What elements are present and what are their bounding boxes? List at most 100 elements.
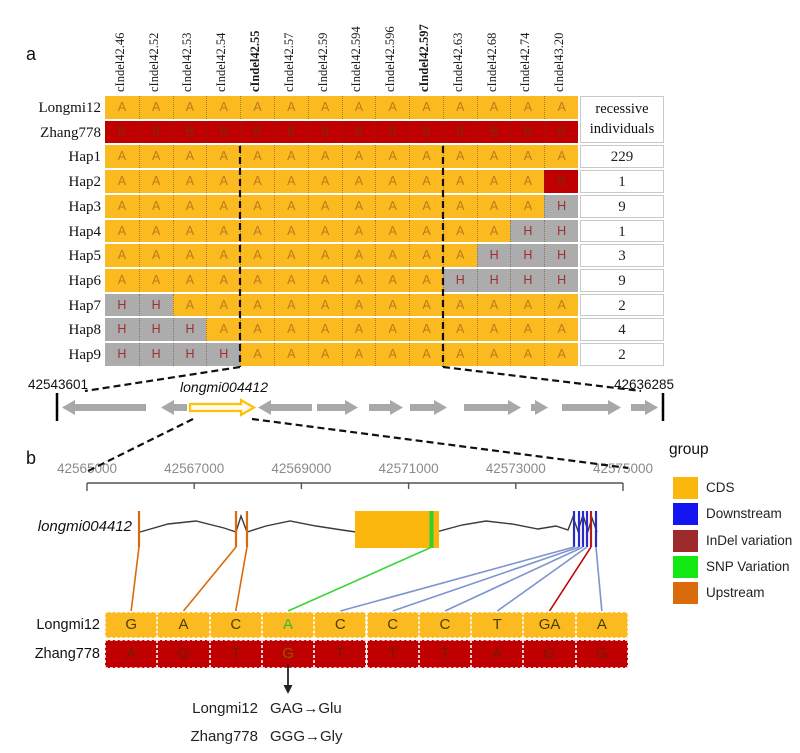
allele-cell: H [442,268,477,292]
allele-cell: A [476,170,511,193]
allele-cell: A [341,145,376,169]
allele-cell: B [341,120,376,144]
base-cell: T [418,640,472,668]
row-label: Hap3 [68,198,102,215]
allele-cell: A [341,219,376,243]
legend-swatch [673,582,698,605]
model-gene-label: longmi004412 [37,518,132,535]
allele-cell: A [138,170,173,193]
count-header: recessive individuals [580,96,664,143]
base-cell: T [471,612,524,638]
allele-cell: H [544,268,579,292]
gene-track-gene-label: longmi004412 [180,379,268,395]
allele-cell: A [138,244,173,267]
sequence-row-label: Longmi12 [36,617,100,633]
allele-cell: A [240,145,274,169]
allele-cell: A [105,219,139,243]
axis-tick-label: 42569000 [271,461,332,476]
axis-line [86,482,624,491]
allele-cell: A [375,244,410,267]
marker-header: cIndel42.594 [349,26,364,92]
count-cell: 229 [580,145,664,169]
base-cell: GA [523,612,576,638]
gene-arrow-highlight [188,398,257,417]
marker-header: cIndel42.55 [248,30,263,92]
allele-cell: H [172,318,207,342]
allele-cell: A [375,96,410,119]
allele-cell: A [341,96,376,119]
allele-cell: A [307,343,342,366]
allele-cell: A [138,219,173,243]
gene-arrow [369,400,403,415]
marker-header: cIndel42.63 [450,32,465,92]
allele-cell: A [341,268,376,292]
row-label: Hap7 [68,297,102,314]
connector-downstream [496,546,588,612]
allele-cell: A [442,244,477,267]
allele-cell: A [442,343,477,366]
allele-cell: H [510,244,545,267]
allele-cell: A [409,318,443,342]
allele-cell: B [510,120,545,144]
allele-cell: A [105,145,139,169]
allele-cell: A [341,194,376,218]
allele-cell: H [544,219,579,243]
allele-cell: A [375,170,410,193]
base-cell: G [105,612,158,638]
allele-cell: A [273,194,308,218]
allele-cell: H [206,343,241,366]
allele-cell: A [206,219,241,243]
allele-cell: A [172,194,207,218]
count-cell: 9 [580,268,664,292]
allele-cell: A [341,293,376,317]
allele-cell: A [240,194,274,218]
allele-cell: A [307,318,342,342]
allele-cell: A [544,145,579,169]
allele-cell: A [375,219,410,243]
connector-downstream [392,546,580,612]
allele-cell: A [442,145,477,169]
allele-cell: H [138,318,173,342]
allele-cell: A [510,96,545,119]
allele-cell: A [544,96,579,119]
allele-cell: A [138,145,173,169]
allele-cell: A [375,293,410,317]
connector-upstream [234,546,248,612]
allele-cell: A [307,268,342,292]
allele-cell: A [206,194,241,218]
allele-cell: B [476,120,511,144]
base-cell: G [523,640,576,668]
connector-downstream [444,546,584,612]
allele-cell: A [273,318,308,342]
allele-cell: A [375,145,410,169]
allele-cell: A [273,244,308,267]
base-cell: C [209,612,262,638]
allele-cell: A [307,194,342,218]
axis-tick-label: 42573000 [485,461,546,476]
allele-cell: A [375,194,410,218]
allele-cell: H [476,268,511,292]
marker-header: cIndel42.596 [383,26,398,92]
annotation-sample-label: Zhang778 [190,728,258,745]
axis-tick-label: 42567000 [164,461,225,476]
row-label: Hap6 [68,272,102,289]
allele-cell: A [510,293,545,317]
allele-cell: A [307,96,342,119]
allele-cell: A [105,194,139,218]
allele-cell: A [172,268,207,292]
allele-cell: H [172,343,207,366]
sequence-row-label: Zhang778 [34,646,100,662]
connector-downstream [595,546,603,612]
count-cell: 1 [580,219,664,243]
allele-cell: A [375,318,410,342]
allele-cell: A [341,318,376,342]
allele-cell: H [105,343,139,366]
gene-track-end-ticks [55,393,665,421]
gene-model [137,511,598,548]
allele-cell: H [138,343,173,366]
row-label: Hap4 [68,223,102,240]
cds-exon-box [355,511,439,548]
allele-cell: A [307,170,342,193]
base-cell: G [575,640,628,668]
